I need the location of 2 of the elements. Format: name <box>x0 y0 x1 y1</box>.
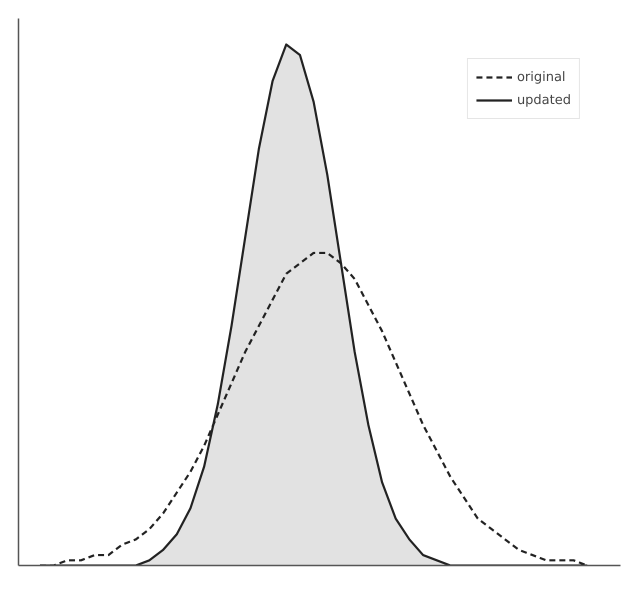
legend-label: original <box>516 70 566 84</box>
legend-label: updated <box>516 92 571 108</box>
